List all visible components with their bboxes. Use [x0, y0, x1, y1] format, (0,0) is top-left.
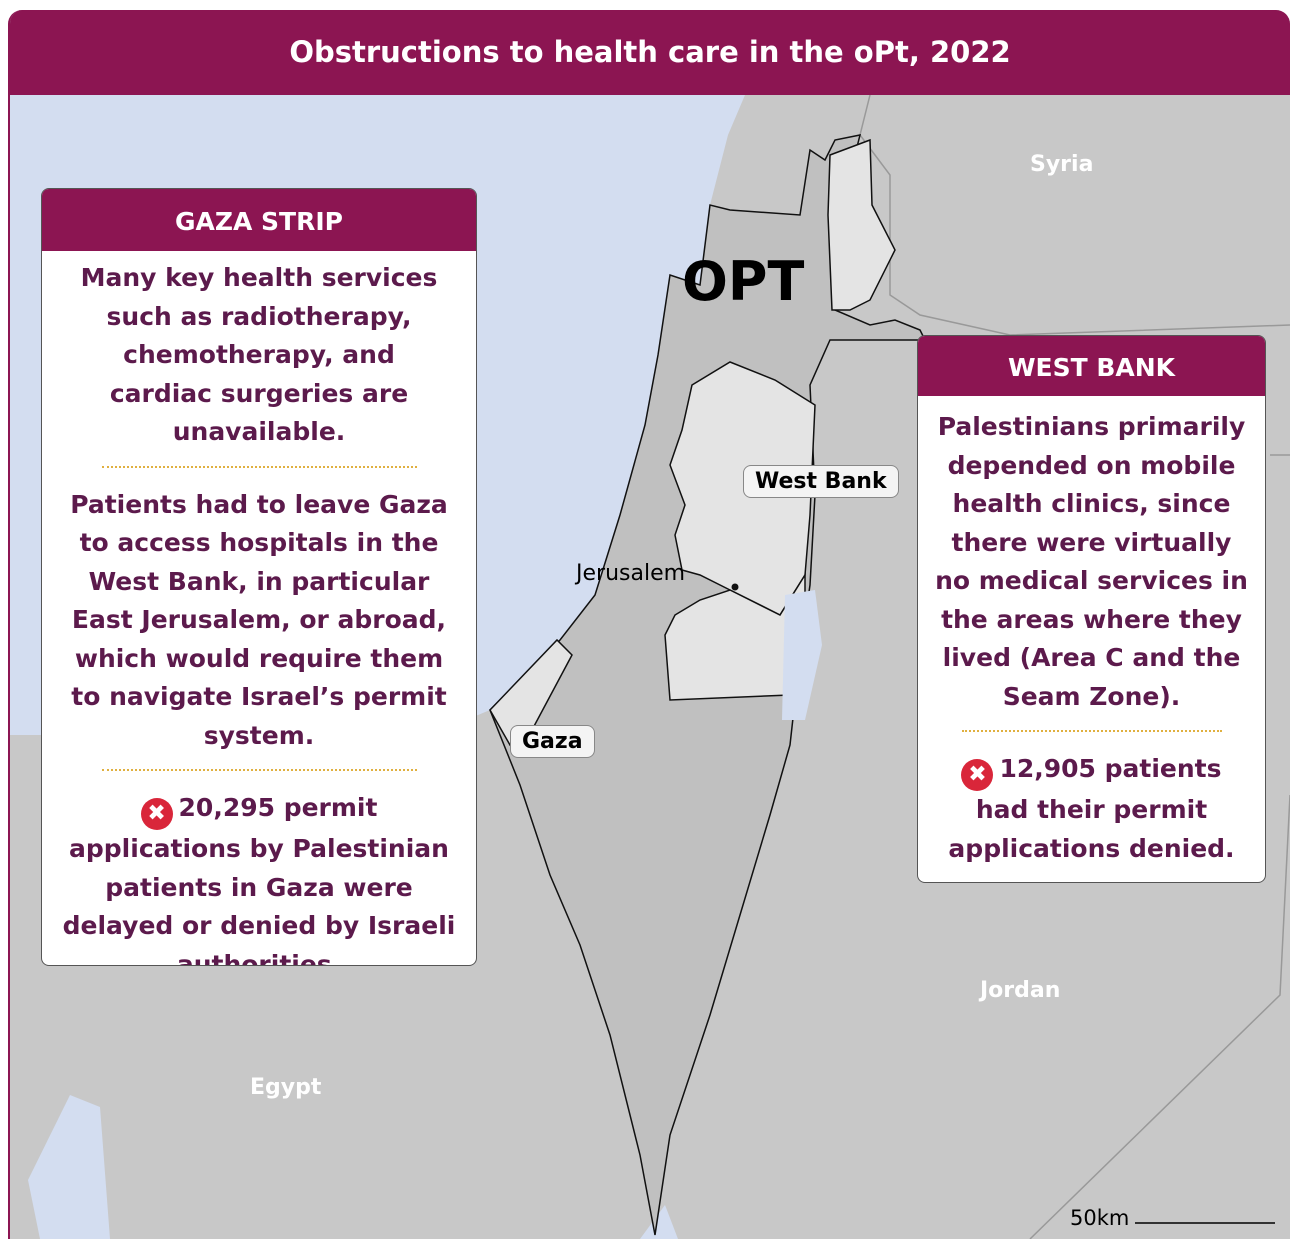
panel-text: Patients had to leave Gaza to access hos… — [70, 489, 448, 750]
country-label: Jordan — [980, 978, 1061, 1003]
denied-icon: ✖ — [140, 798, 173, 830]
west-bank-panel: WEST BANK Palestinians primarily depende… — [917, 335, 1266, 883]
red-sea — [28, 1095, 110, 1239]
region-label: OPT — [682, 250, 805, 313]
city-label: Jerusalem — [576, 561, 686, 586]
panel-text: Palestinians primarily depended on mobil… — [935, 412, 1248, 711]
gulf-aqaba — [640, 1205, 678, 1239]
title: Obstructions to health care in the oPt, … — [10, 10, 1290, 95]
panel-heading: GAZA STRIP — [42, 189, 476, 251]
separator — [101, 465, 417, 468]
panel-text: ✖ 20,295 permit applications by Palestini… — [62, 789, 457, 966]
panel-body: Many key health services such as radioth… — [42, 251, 476, 966]
border — [1029, 794, 1290, 1239]
jerusalem-dot — [731, 583, 739, 591]
country-label: Syria — [1030, 152, 1094, 177]
dead-sea — [782, 590, 822, 720]
separator — [961, 730, 1222, 732]
golan — [827, 138, 896, 311]
panel-body: Palestinians primarily depended on mobil… — [918, 396, 1265, 868]
panel-text: Many key health services such as radioth… — [80, 263, 438, 446]
denied-icon: ✖ — [961, 759, 994, 791]
panel-heading: WEST BANK — [918, 336, 1265, 396]
map-frame: Obstructions to health care in the oPt, … — [8, 10, 1290, 1239]
place-label: Gaza — [510, 725, 595, 758]
scale-label: 50km — [1070, 1206, 1130, 1230]
border — [859, 95, 1290, 336]
country-label: Egypt — [250, 1075, 322, 1100]
panel-text: ✖ 12,905 patients had their permit applic… — [932, 750, 1252, 868]
stat-text: 20,295 permit applications by Palestinia… — [62, 793, 456, 966]
separator — [101, 769, 417, 771]
place-label: West Bank — [743, 465, 899, 498]
stat-text: 12,905 patients had their permit applica… — [948, 754, 1235, 863]
gaza-area — [489, 638, 573, 747]
gaza-panel: GAZA STRIP Many key health services such… — [41, 188, 477, 966]
